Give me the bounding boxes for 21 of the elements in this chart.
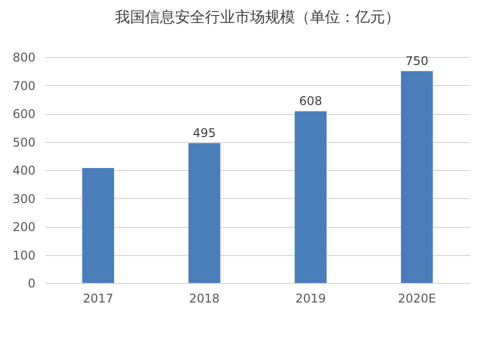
y-tick-label: 0 — [28, 276, 36, 290]
y-tick-label: 800 — [12, 50, 36, 64]
x-tick-label: 2018 — [189, 292, 220, 306]
bar — [400, 71, 433, 283]
data-label: 608 — [299, 94, 322, 108]
y-tick-label: 500 — [12, 135, 36, 150]
y-tick-label: 200 — [12, 220, 36, 234]
data-label: 750 — [405, 54, 428, 68]
y-tick-label: 400 — [12, 164, 36, 178]
x-tick-label: 2020E — [398, 292, 436, 306]
bar — [188, 143, 220, 283]
bar — [294, 111, 327, 283]
data-label: 495 — [192, 126, 216, 140]
x-tick-label: 2017 — [82, 292, 114, 306]
bar — [82, 168, 114, 283]
x-tick-label: 2019 — [295, 292, 326, 306]
y-tick-label: 100 — [12, 248, 36, 262]
y-tick-label: 300 — [12, 192, 36, 206]
y-tick-label: 700 — [12, 78, 36, 93]
chart-title: 我国信息安全行业市场规模（单位：亿元） — [115, 8, 400, 26]
y-tick-label: 600 — [12, 107, 36, 121]
